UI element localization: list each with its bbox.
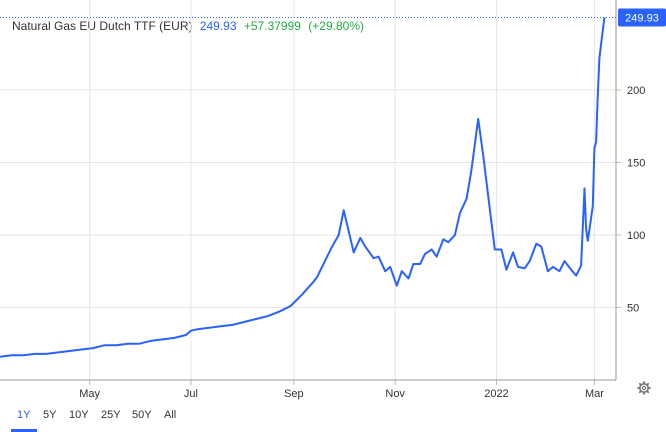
price-line: [0, 17, 606, 358]
x-tick-label: Jul: [184, 388, 198, 400]
range-button-all[interactable]: All: [164, 409, 177, 421]
chart-axes: 50 100 150 200 May Jul Sep Nov 2022 Mar: [0, 0, 645, 400]
range-button-50y[interactable]: 50Y: [132, 409, 152, 421]
y-tick-label: 50: [627, 302, 639, 314]
y-tick-label: 100: [627, 230, 645, 242]
y-tick-label: 150: [627, 157, 645, 169]
x-tick-label: Sep: [284, 388, 304, 400]
x-tick-label: 2022: [484, 388, 508, 400]
active-range-underline: [11, 429, 37, 432]
range-button-10y[interactable]: 10Y: [69, 409, 89, 421]
current-price: 249.93: [199, 19, 237, 33]
x-tick-label: Nov: [385, 388, 405, 400]
chart-grid: [0, 0, 616, 380]
instrument-title: Natural Gas EU Dutch TTF (EUR): [12, 19, 193, 33]
range-button-1y[interactable]: 1Y: [17, 409, 31, 421]
last-price-marker: 249.93: [0, 8, 666, 27]
price-chart[interactable]: 50 100 150 200 May Jul Sep Nov 2022 Mar 249.93: [0, 0, 666, 400]
y-tick-label: 200: [627, 85, 645, 97]
chart-header: Natural Gas EU Dutch TTF (EUR) 249.93 +5…: [12, 19, 364, 33]
x-tick-label: Mar: [585, 388, 604, 400]
last-price-badge: [618, 8, 666, 27]
gear-icon[interactable]: [637, 381, 651, 400]
chart-series: [0, 17, 606, 358]
range-button-25y[interactable]: 25Y: [101, 409, 121, 421]
last-price-label: 249.93: [625, 13, 659, 25]
range-button-5y[interactable]: 5Y: [43, 409, 57, 421]
price-change-percent: (+29.80%): [308, 19, 364, 33]
price-change: +57.37999: [243, 19, 301, 33]
range-selector: 1Y 5Y 10Y 25Y 50Y All: [0, 400, 666, 432]
x-tick-label: May: [79, 388, 100, 400]
